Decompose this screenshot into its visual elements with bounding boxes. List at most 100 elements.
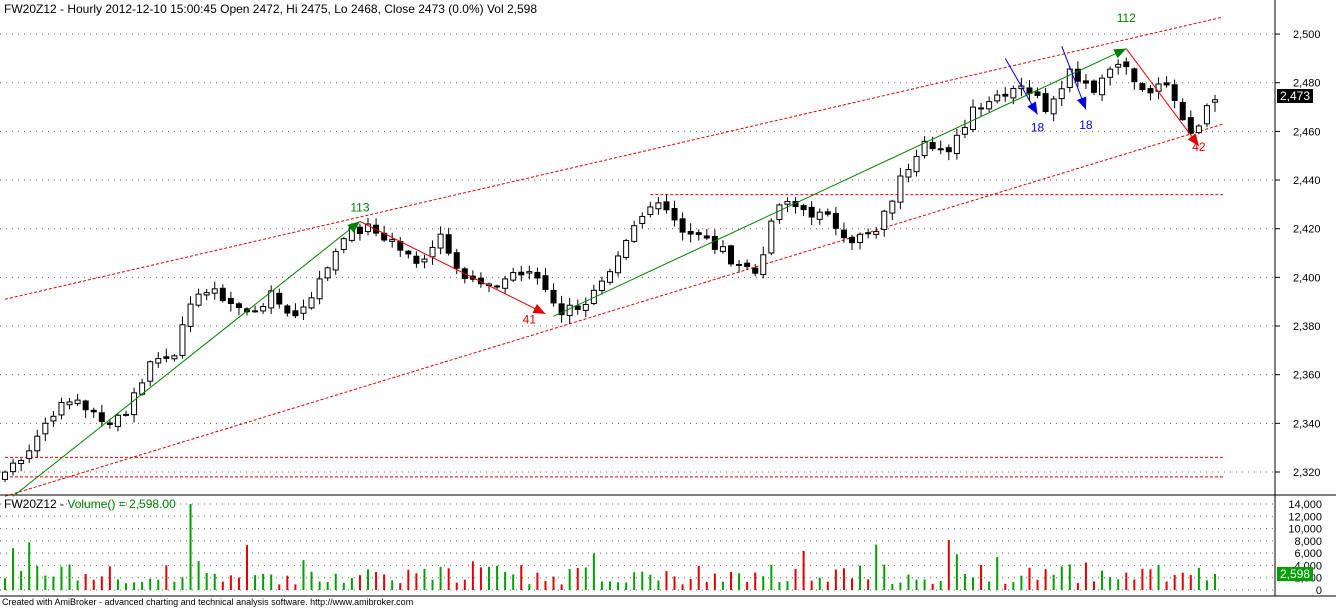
- candle-body: [857, 233, 864, 243]
- candle-body: [711, 235, 718, 250]
- candle-body: [10, 462, 17, 473]
- candle-body: [405, 250, 412, 255]
- candle-body: [1050, 98, 1057, 115]
- wave-line: [553, 48, 1127, 317]
- candle-body: [187, 303, 194, 327]
- candle-body: [639, 215, 646, 224]
- candle-body: [736, 263, 743, 266]
- candle-body: [663, 201, 670, 211]
- wave-arrowhead: [1113, 48, 1127, 59]
- candle-body: [235, 303, 242, 309]
- candle-body: [776, 204, 783, 221]
- candle-body: [1058, 88, 1065, 100]
- volume-label: Volume() = 2,598.00: [67, 497, 176, 511]
- candle-body: [1091, 80, 1097, 93]
- candle-body: [945, 147, 952, 153]
- candle-body: [921, 140, 928, 157]
- price-tick-label: 2,380: [1293, 321, 1321, 333]
- candle-body: [1082, 80, 1089, 84]
- candle-body: [106, 422, 113, 425]
- price-title: FW20Z12 - Hourly 2012-12-10 15:00:45 Ope…: [4, 2, 537, 16]
- volume-tick-label: 14,000: [1288, 499, 1322, 511]
- candle-body: [211, 288, 218, 294]
- volume-current-box: [1277, 567, 1313, 581]
- candle-body: [58, 402, 65, 416]
- candle-body: [356, 226, 363, 235]
- volume-tick-label: 8,000: [1294, 536, 1322, 548]
- candle-body: [1195, 125, 1202, 134]
- candle-body: [752, 267, 759, 274]
- candle-body: [913, 155, 920, 173]
- price-tick-label: 2,400: [1293, 272, 1321, 284]
- price-pane[interactable]: [0, 0, 1275, 494]
- candle-body: [252, 310, 259, 313]
- candle-body: [82, 400, 89, 411]
- candle-body: [1123, 61, 1130, 68]
- price-tick-label: 2,340: [1293, 418, 1321, 430]
- wave-line: [12, 221, 361, 497]
- candle-body: [953, 134, 960, 155]
- candle-body: [816, 211, 823, 220]
- wave-label: 18: [1031, 120, 1045, 134]
- candle-body: [18, 459, 25, 465]
- candle-body: [147, 361, 154, 382]
- volume-sep: -: [57, 497, 68, 511]
- candle-body: [227, 298, 234, 304]
- candle-body: [131, 392, 138, 416]
- candle-body: [760, 254, 767, 276]
- footer-credit: Created with AmiBroker - advanced charti…: [2, 597, 413, 607]
- candle-body: [800, 205, 807, 211]
- candle-body: [518, 271, 525, 276]
- candle-body: [1099, 77, 1106, 96]
- candle-body: [808, 206, 815, 218]
- candle-body: [316, 278, 323, 300]
- candle-body: [865, 232, 872, 235]
- price-tick-label: 2,440: [1293, 175, 1321, 187]
- wave-arrowhead: [532, 304, 546, 314]
- candle-body: [389, 239, 396, 242]
- candle-body: [695, 232, 702, 236]
- candle-body: [502, 278, 509, 289]
- candle-body: [155, 358, 162, 364]
- candle-body: [1163, 82, 1170, 86]
- candle-body: [832, 212, 839, 229]
- candle-body: [1203, 105, 1210, 125]
- candle-body: [42, 422, 49, 435]
- candle-body: [1026, 87, 1033, 94]
- candle-body: [961, 127, 968, 135]
- wave-label: 112: [1117, 11, 1136, 25]
- candle-body: [260, 306, 267, 312]
- candle-body: [526, 271, 533, 274]
- candle-body: [849, 236, 855, 244]
- volume-title: FW20Z12 - Volume() = 2,598.00: [4, 497, 176, 511]
- candle-body: [598, 280, 605, 291]
- candle-body: [970, 106, 976, 131]
- volume-tick-label: 12,000: [1288, 511, 1322, 523]
- candle-body: [873, 231, 880, 235]
- candle-body: [1002, 93, 1009, 97]
- candle-body: [1107, 68, 1114, 78]
- candle-body: [671, 208, 678, 221]
- candle-body: [219, 287, 226, 302]
- volume-tick-label: 10,000: [1288, 524, 1322, 536]
- candle-body: [510, 272, 517, 281]
- candle-body: [276, 292, 283, 305]
- candle-body: [615, 255, 622, 274]
- candle-body: [558, 303, 565, 316]
- candle-body: [784, 200, 791, 205]
- candle-body: [98, 412, 105, 422]
- candle-body: [123, 413, 129, 416]
- candle-body: [66, 401, 73, 406]
- channel-line: [4, 123, 1224, 497]
- candle-body: [889, 200, 896, 214]
- candle-body: [994, 94, 1001, 102]
- price-tick-label: 2,500: [1293, 29, 1321, 41]
- volume-symbol: FW20Z12: [4, 497, 57, 511]
- candle-body: [905, 168, 912, 178]
- candle-body: [647, 206, 654, 215]
- candle-body: [1179, 102, 1186, 121]
- candle-body: [542, 275, 549, 290]
- price-tick-label: 2,460: [1293, 126, 1321, 138]
- price-tick-label: 2,480: [1293, 78, 1321, 90]
